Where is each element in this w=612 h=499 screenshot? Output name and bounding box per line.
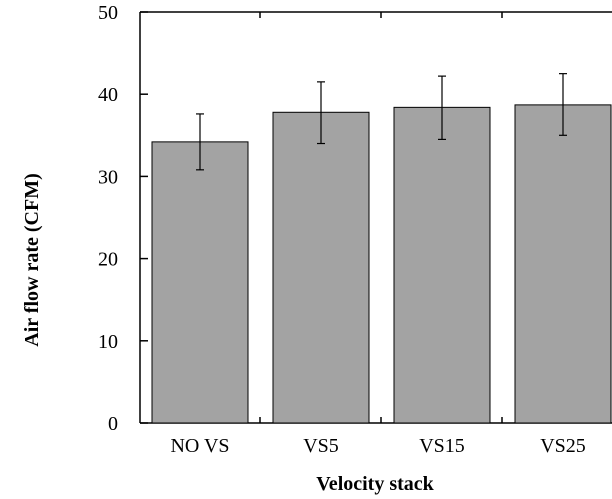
x-tick-label: VS25 [540, 435, 586, 457]
y-axis-title: Air flow rate (CFM) [21, 173, 43, 346]
x-axis-title: Velocity stack [316, 473, 434, 495]
x-tick-label: NO VS [170, 435, 229, 457]
error-bar-vs15 [438, 75, 446, 141]
y-tick-label: 50 [98, 2, 118, 24]
bar-vs15 [393, 106, 491, 424]
y-tick-label: 20 [98, 249, 118, 271]
y-tick-label: 30 [98, 166, 118, 188]
bar-no-vs [151, 141, 249, 424]
error-bars [196, 73, 567, 171]
bar-vs25 [514, 104, 612, 424]
error-bar-vs5 [317, 81, 325, 145]
y-tick-label: 40 [98, 84, 118, 106]
bar-vs5 [272, 111, 370, 424]
error-bar-vs25 [559, 73, 567, 136]
x-tick-label: VS5 [303, 435, 339, 457]
x-tick-label: VS15 [419, 435, 465, 457]
y-tick-label: 0 [108, 413, 118, 435]
y-axis-ticks: 0 10 20 30 40 50 [98, 2, 148, 435]
error-bar-no-vs [196, 113, 204, 171]
y-tick-label: 10 [98, 331, 118, 353]
x-axis-ticks: NO VS VS5 VS15 VS25 [170, 12, 586, 457]
bars [151, 104, 612, 424]
